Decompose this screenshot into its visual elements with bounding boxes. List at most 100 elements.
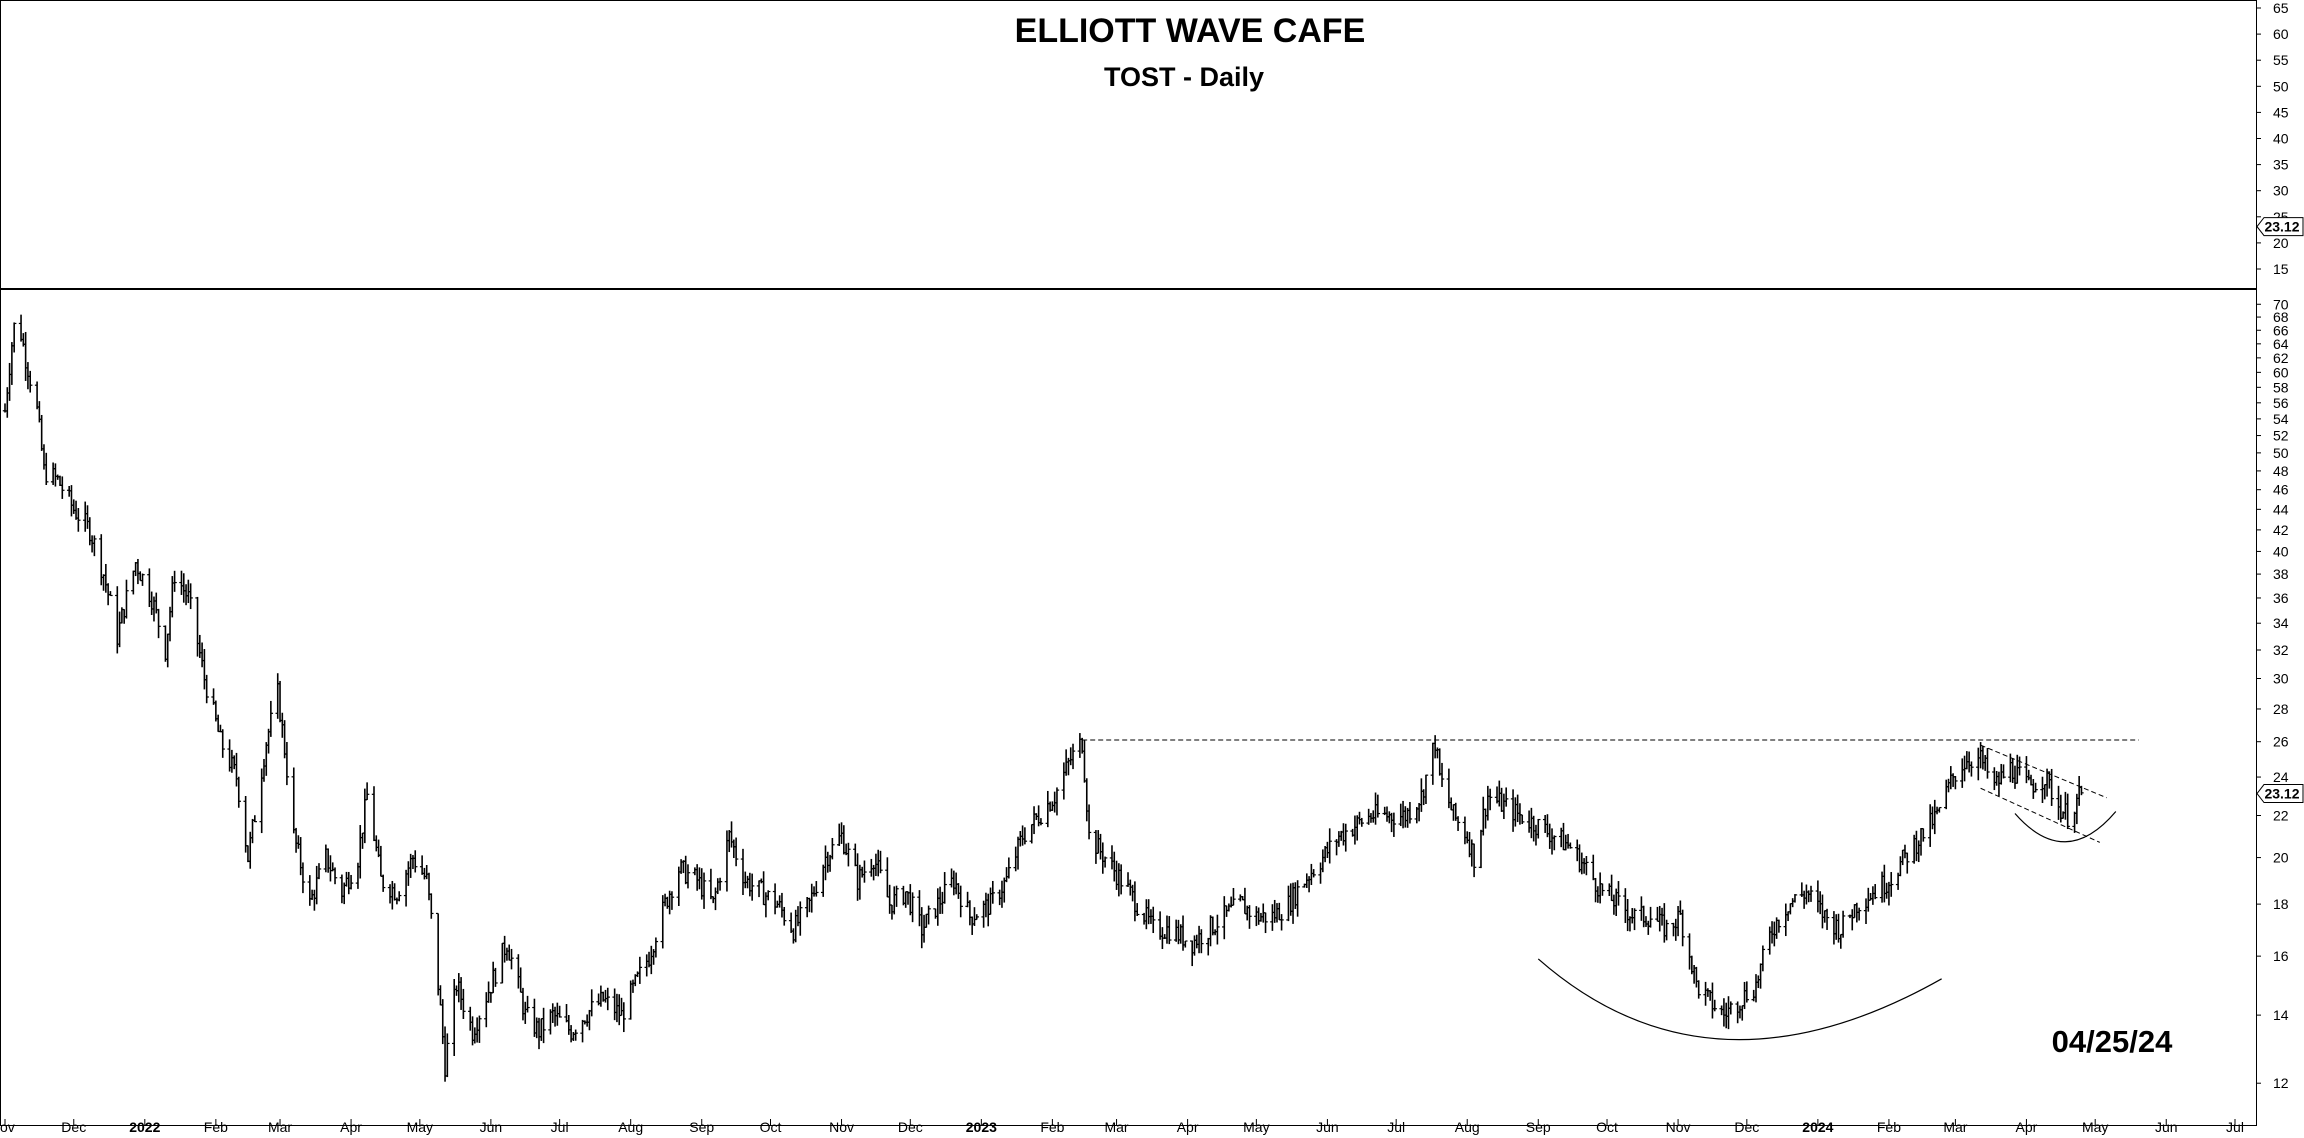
x-tick-label: Dec xyxy=(1734,1119,1759,1135)
price-bar xyxy=(894,885,899,907)
price-bar xyxy=(509,948,514,970)
price-bar xyxy=(1680,909,1685,947)
main-y-tick-label: 36 xyxy=(2273,590,2289,606)
x-tick-label: Jun xyxy=(1316,1119,1339,1135)
price-bar xyxy=(605,987,610,1011)
cup-curve xyxy=(1537,958,1942,1041)
price-bar xyxy=(1478,829,1484,869)
main-y-tick-label: 26 xyxy=(2273,734,2289,750)
price-bar xyxy=(1840,910,1846,938)
price-bar xyxy=(733,837,739,867)
x-tick-label: Feb xyxy=(1877,1119,1901,1135)
price-bar xyxy=(1648,906,1653,928)
price-bar xyxy=(749,873,755,901)
price-bar xyxy=(1167,916,1172,945)
top-y-tick-label: 65 xyxy=(2273,0,2289,16)
price-bar xyxy=(1760,945,1766,972)
main-y-tick-label: 52 xyxy=(2273,428,2289,444)
price-bar xyxy=(1086,804,1092,840)
top-y-tick-label: 15 xyxy=(2273,261,2289,277)
price-bar xyxy=(2049,768,2054,806)
chart-title: ELLIOTT WAVE CAFE xyxy=(1015,12,1366,50)
main-y-tick-label: 28 xyxy=(2273,701,2289,717)
price-bar xyxy=(140,573,145,586)
main-y-tick-label: 30 xyxy=(2273,670,2289,686)
price-bar xyxy=(765,890,771,901)
top-y-tick-label: 45 xyxy=(2273,104,2289,120)
price-bar xyxy=(653,937,659,958)
price-bar xyxy=(1263,912,1268,934)
price-bar xyxy=(1391,812,1397,837)
main-y-tick-label: 44 xyxy=(2273,501,2289,517)
main-y-tick-label: 68 xyxy=(2273,309,2289,325)
x-tick-label: 2024 xyxy=(1802,1119,1833,1135)
price-bar xyxy=(1343,823,1348,852)
price-bar xyxy=(589,989,594,1017)
x-tick-label: Sep xyxy=(1526,1119,1551,1135)
price-bar xyxy=(541,1007,546,1044)
price-bar xyxy=(1102,856,1108,868)
price-bar xyxy=(1969,761,1974,777)
price-bar xyxy=(798,901,803,936)
x-tick-label: Oct xyxy=(760,1119,782,1135)
price-bar xyxy=(1616,881,1621,906)
x-tick-label: Nov xyxy=(829,1119,854,1135)
price-bar xyxy=(1664,919,1669,941)
price-bar xyxy=(413,850,418,873)
price-bar xyxy=(782,906,787,926)
price-bar xyxy=(332,867,338,885)
price-bar xyxy=(1591,854,1596,881)
main-y-tick-label: 60 xyxy=(2273,364,2289,380)
price-bar xyxy=(1584,855,1589,876)
x-tick-label: Aug xyxy=(1455,1119,1480,1135)
main-y-tick-label: 32 xyxy=(2273,642,2289,658)
x-tick-label: Oct xyxy=(1596,1119,1618,1135)
price-bar xyxy=(445,1033,450,1078)
price-bar xyxy=(573,1029,578,1041)
x-tick-label: ov xyxy=(0,1119,15,1135)
price-bar xyxy=(1520,814,1525,825)
x-tick-label: Jun xyxy=(2155,1119,2178,1135)
main-y-tick-label: 48 xyxy=(2273,463,2289,479)
top-last-price-text: 23.12 xyxy=(2264,219,2299,235)
price-bar xyxy=(1953,776,1958,790)
price-bar xyxy=(1423,774,1429,805)
price-bar xyxy=(1536,818,1541,839)
price-bar xyxy=(156,608,161,639)
price-bar xyxy=(300,862,306,894)
price-bar xyxy=(76,508,81,532)
main-y-tick-label: 70 xyxy=(2273,296,2289,312)
x-tick-label: Apr xyxy=(2016,1119,2038,1135)
price-bar xyxy=(1712,999,1717,1012)
x-tick-label: May xyxy=(1243,1119,1269,1135)
price-bar xyxy=(316,863,322,880)
price-bar xyxy=(1375,794,1381,818)
price-bar xyxy=(1118,864,1124,895)
price-bar xyxy=(830,837,835,860)
price-bar xyxy=(236,776,241,808)
price-bar xyxy=(108,591,113,597)
price-bar xyxy=(1776,919,1782,933)
price-bar xyxy=(380,874,386,892)
price-bar xyxy=(1471,843,1477,878)
price-bar xyxy=(990,880,996,904)
channel-upper-line xyxy=(1980,744,2107,799)
x-tick-label: May xyxy=(407,1119,433,1135)
price-bar xyxy=(1038,818,1044,826)
price-bar xyxy=(846,842,851,867)
date-stamp: 04/25/24 xyxy=(2052,1024,2173,1059)
price-bar xyxy=(1808,885,1814,902)
price-bar xyxy=(204,674,209,704)
price-bar xyxy=(1552,835,1557,851)
top-last-price-badge: 23.12 xyxy=(2256,217,2304,237)
price-bar xyxy=(243,795,248,853)
price-bar xyxy=(717,877,723,891)
main-last-price-text: 23.12 xyxy=(2264,786,2299,802)
price-bar xyxy=(348,874,354,890)
x-tick-label: Jul xyxy=(1387,1119,1405,1135)
price-bar xyxy=(1905,852,1910,874)
x-tick-label: 2023 xyxy=(966,1119,997,1135)
price-bar xyxy=(1503,787,1509,807)
top-y-tick-label: 50 xyxy=(2273,78,2289,94)
